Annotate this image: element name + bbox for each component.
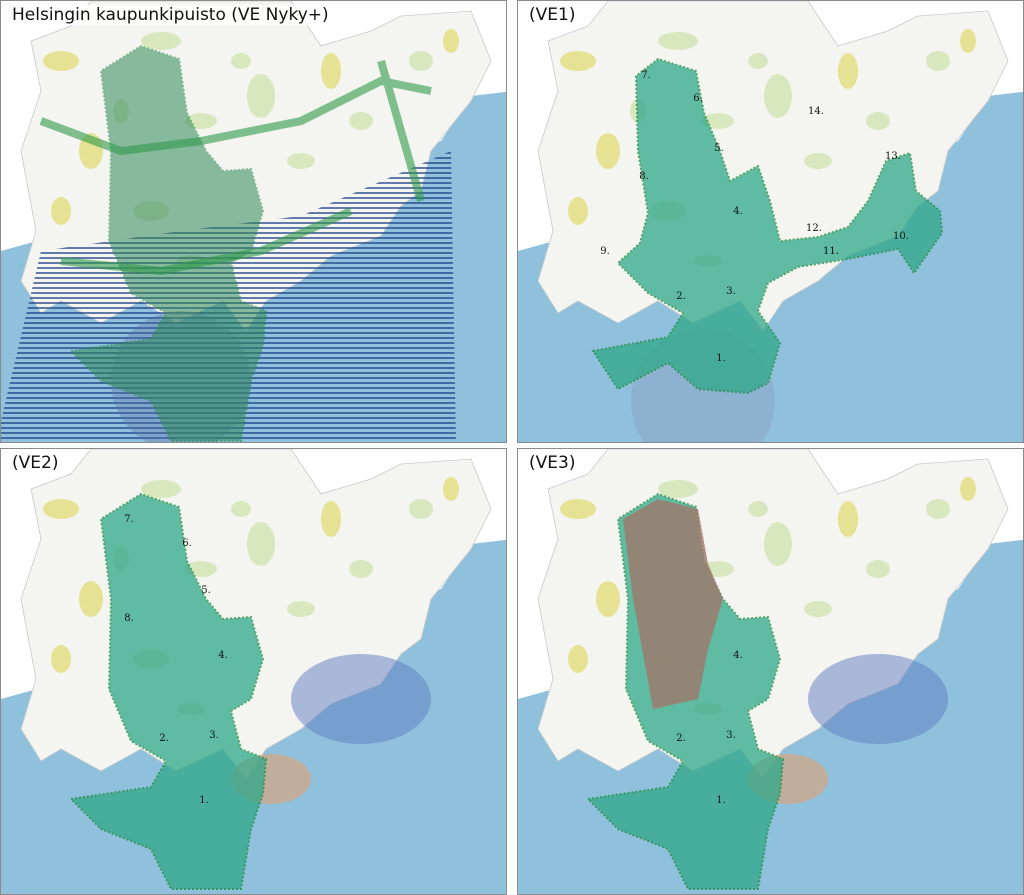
green-area xyxy=(560,51,596,71)
area-number: 13. xyxy=(885,151,901,162)
green-area xyxy=(321,501,341,537)
area-number: 7. xyxy=(641,70,651,81)
green-area xyxy=(764,522,792,566)
panel-title: (VE2) xyxy=(9,453,62,473)
panel: 4. 2. 3. 1. (VE3) xyxy=(517,448,1024,895)
green-area xyxy=(764,74,792,118)
area-number: 6. xyxy=(182,538,192,549)
green-area xyxy=(247,74,275,118)
area-number: 2. xyxy=(159,733,169,744)
park-area xyxy=(68,492,268,890)
area-number: 4. xyxy=(218,650,228,661)
green-area xyxy=(960,29,976,53)
green-corridor xyxy=(39,59,432,276)
panel-title: (VE3) xyxy=(526,453,579,473)
area-number: 3. xyxy=(726,286,736,297)
zone xyxy=(291,654,431,744)
green-area xyxy=(748,53,768,69)
green-area xyxy=(804,601,832,617)
park-area xyxy=(591,57,944,395)
green-area xyxy=(926,499,950,519)
green-area xyxy=(866,560,890,578)
green-area xyxy=(321,53,341,89)
green-area xyxy=(287,601,315,617)
green-area xyxy=(231,53,251,69)
green-area xyxy=(141,480,181,498)
area-number: 8. xyxy=(124,613,134,624)
area-number: 9. xyxy=(600,246,610,257)
area-number: 6. xyxy=(693,93,703,104)
panel: 7. 6. 5. 8. 4. 2. 3. 1. (VE2) xyxy=(0,448,507,895)
green-area xyxy=(231,501,251,517)
area-number: 1. xyxy=(199,795,209,806)
map: 4. 2. 3. 1. xyxy=(518,449,1023,894)
green-area xyxy=(141,32,181,50)
area-number: 2. xyxy=(676,733,686,744)
green-area xyxy=(79,581,103,617)
area-number: 1. xyxy=(716,795,726,806)
green-area xyxy=(409,499,433,519)
area-number: 10. xyxy=(893,231,909,242)
green-area xyxy=(804,153,832,169)
map: 7. 6. 5. 8. 4. 2. 3. 1. xyxy=(1,449,506,894)
area-number: 1. xyxy=(716,353,726,364)
green-area xyxy=(560,499,596,519)
map xyxy=(1,1,506,442)
zone xyxy=(808,654,948,744)
green-area xyxy=(748,501,768,517)
green-area xyxy=(596,133,620,169)
green-area xyxy=(443,477,459,501)
area-number: 2. xyxy=(676,291,686,302)
park-network xyxy=(68,44,268,442)
green-area xyxy=(926,51,950,71)
area-number: 5. xyxy=(714,143,724,154)
green-area xyxy=(838,501,858,537)
green-area xyxy=(51,197,71,225)
green-area xyxy=(838,53,858,89)
green-area xyxy=(960,477,976,501)
green-area xyxy=(247,522,275,566)
panel: 7. 6. 14. 5. 13. 8. 4. 12. 10. 9. 11. 2. 3. 1. (VE1) xyxy=(517,0,1024,443)
area-number: 12. xyxy=(806,223,822,234)
area-number: 7. xyxy=(124,514,134,525)
green-area xyxy=(596,581,620,617)
green-area xyxy=(43,51,79,71)
area-number: 4. xyxy=(733,206,743,217)
green-area xyxy=(409,51,433,71)
green-area xyxy=(443,29,459,53)
area-number: 11. xyxy=(823,246,839,257)
map: 7. 6. 14. 5. 13. 8. 4. 12. 10. 9. 11. 2. 3. 1. xyxy=(518,1,1023,442)
green-area xyxy=(866,112,890,130)
green-area xyxy=(568,197,588,225)
panel-title: Helsingin kaupunkipuisto (VE Nyky+) xyxy=(9,5,332,25)
area-number: 3. xyxy=(209,730,219,741)
green-area xyxy=(658,32,698,50)
area-number: 3. xyxy=(726,730,736,741)
green-area xyxy=(349,560,373,578)
area-number: 14. xyxy=(808,106,824,117)
area-number: 4. xyxy=(733,650,743,661)
green-area xyxy=(349,112,373,130)
green-area xyxy=(658,480,698,498)
green-area xyxy=(51,645,71,673)
green-area xyxy=(287,153,315,169)
green-area xyxy=(568,645,588,673)
panel: Helsingin kaupunkipuisto (VE Nyky+) xyxy=(0,0,507,443)
corridor xyxy=(623,499,723,709)
panel-title: (VE1) xyxy=(526,5,579,25)
green-area xyxy=(43,499,79,519)
area-number: 8. xyxy=(639,171,649,182)
area-number: 5. xyxy=(201,585,211,596)
